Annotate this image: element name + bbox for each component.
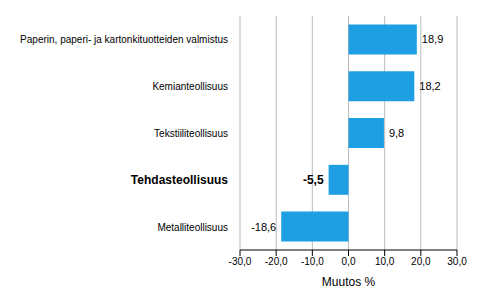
svg-text:-18,6: -18,6 [251, 221, 276, 233]
svg-text:18,2: 18,2 [419, 80, 440, 92]
svg-text:Metalliteollisuus: Metalliteollisuus [157, 222, 228, 233]
svg-text:Tekstiiliteollisuus: Tekstiiliteollisuus [154, 128, 228, 139]
svg-text:Kemianteollisuus: Kemianteollisuus [152, 81, 228, 92]
svg-text:20,0: 20,0 [411, 256, 431, 267]
svg-text:Muutos %: Muutos % [322, 275, 376, 289]
svg-text:Paperin, paperi- ja kartonkitu: Paperin, paperi- ja kartonkituotteiden v… [20, 34, 228, 45]
svg-text:30,0: 30,0 [447, 256, 467, 267]
svg-text:9,8: 9,8 [389, 127, 404, 139]
svg-text:-30,0: -30,0 [229, 256, 252, 267]
svg-text:10,0: 10,0 [375, 256, 395, 267]
svg-text:18,9: 18,9 [422, 33, 443, 45]
svg-text:Tehdasteollisuus: Tehdasteollisuus [131, 173, 228, 187]
svg-text:0,0: 0,0 [342, 256, 356, 267]
svg-text:-10,0: -10,0 [301, 256, 324, 267]
svg-text:-20,0: -20,0 [265, 256, 288, 267]
svg-text:-5,5: -5,5 [303, 173, 324, 187]
